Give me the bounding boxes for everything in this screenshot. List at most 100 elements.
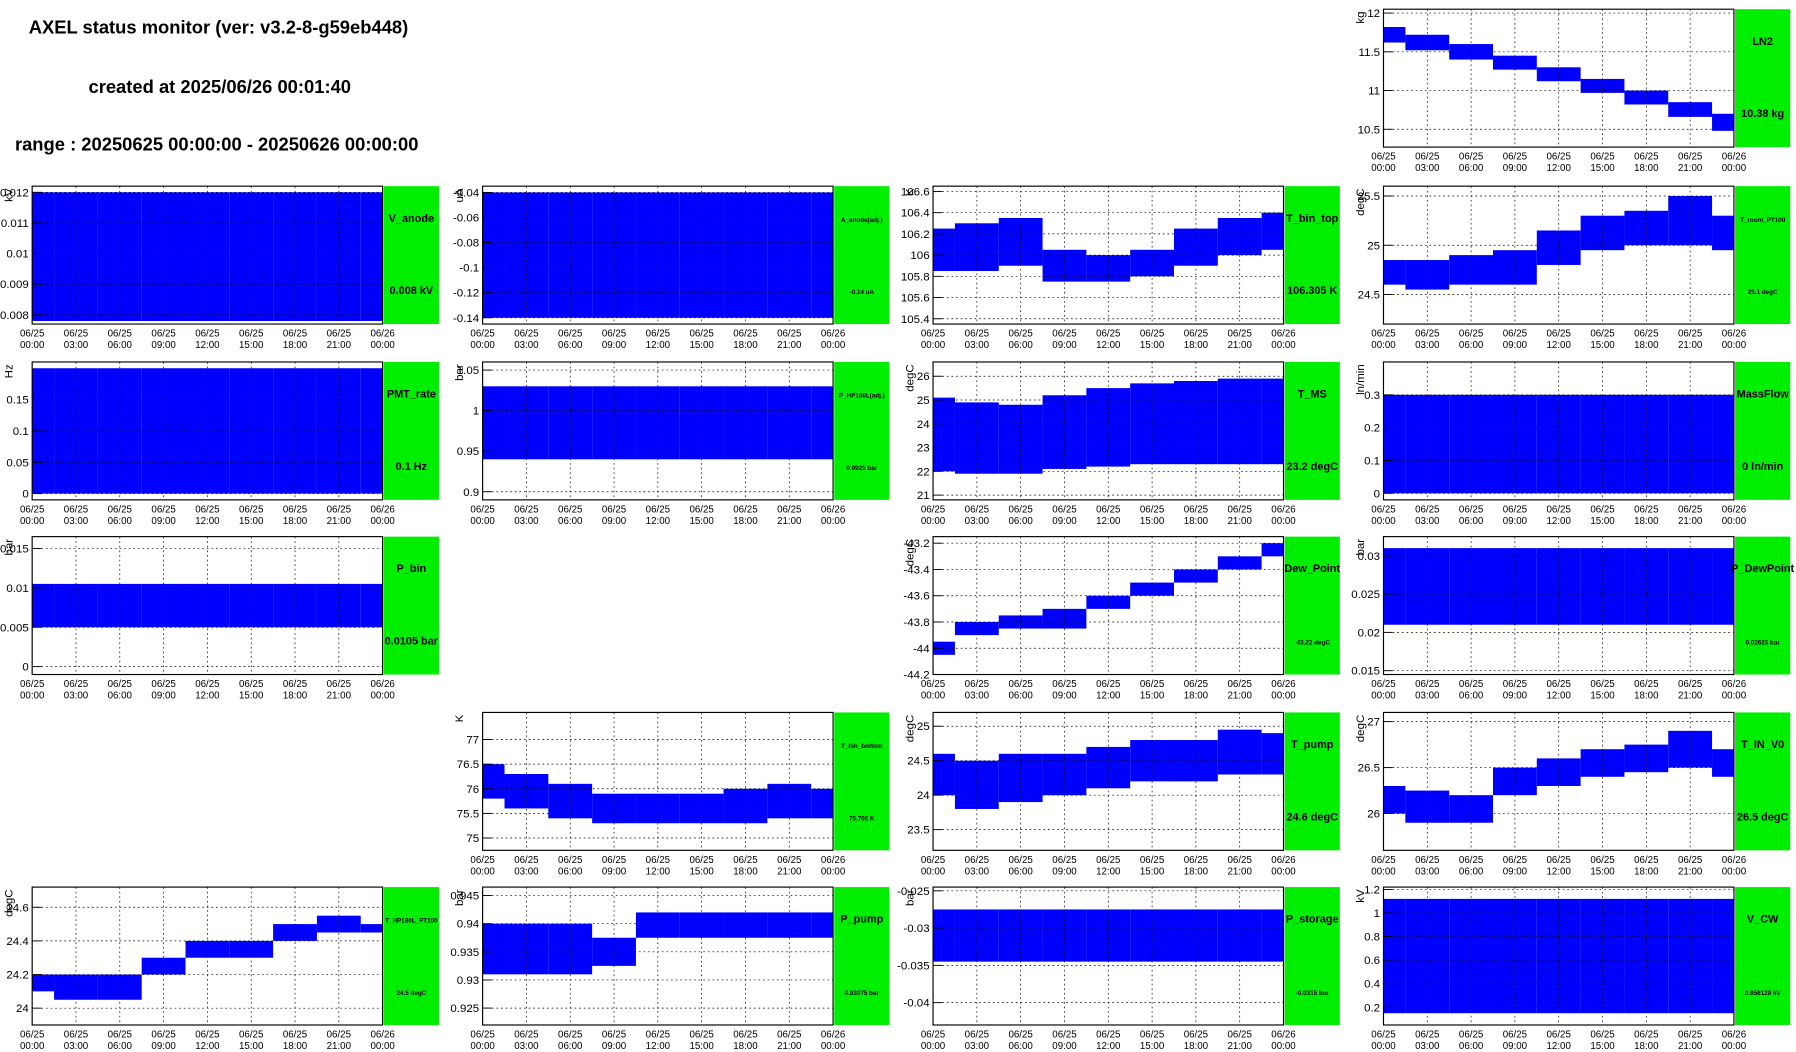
y-tick-label: 76.5: [457, 759, 479, 771]
x-tick-date: 06/25: [20, 504, 45, 515]
x-tick-date: 06/25: [1184, 504, 1209, 515]
x-tick-time: 21:00: [1228, 340, 1253, 351]
x-tick-date: 06/25: [1371, 504, 1396, 515]
x-tick-date: 06/25: [777, 504, 802, 515]
x-tick-date: 06/25: [1052, 1030, 1077, 1041]
x-tick-date: 06/25: [1503, 679, 1528, 690]
data-band: [1217, 909, 1262, 962]
x-tick-date: 06/25: [20, 1030, 45, 1041]
x-tick-date: 06/25: [1547, 855, 1572, 866]
x-tick-date: 06/26: [1722, 152, 1746, 163]
y-tick-label: 1: [473, 406, 479, 418]
x-tick-time: 09:00: [151, 1041, 176, 1052]
x-tick-date: 06/25: [1228, 679, 1253, 690]
plot-border: [1382, 185, 1735, 325]
x-tick-time: 12:00: [195, 691, 220, 702]
x-tick-date: 06/25: [1096, 855, 1121, 866]
x-tick-date: 06/26: [821, 855, 845, 866]
x-tick-date: 06/25: [1503, 1030, 1528, 1041]
x-tick-date: 06/25: [283, 504, 308, 515]
x-tick-time: 21:00: [1678, 691, 1703, 702]
x-tick-time: 06:00: [1008, 516, 1033, 527]
x-tick-date: 06/25: [965, 504, 990, 515]
x-tick-date: 06/25: [558, 329, 583, 340]
data-band: [1261, 543, 1284, 557]
x-tick-date: 06/25: [151, 679, 176, 690]
data-band: [1493, 55, 1537, 70]
x-tick-time: 06:00: [108, 1041, 133, 1052]
plot-border: [31, 886, 384, 1026]
x-tick-time: 15:00: [689, 1041, 714, 1052]
x-tick-time: 18:00: [283, 340, 308, 351]
x-tick-time: 12:00: [1096, 1041, 1121, 1052]
x-tick-time: 12:00: [1096, 340, 1121, 351]
x-tick-date: 06/26: [370, 504, 394, 515]
y-tick-label: 0.3: [1364, 390, 1380, 402]
x-tick-time: 06:00: [1459, 516, 1484, 527]
x-tick-time: 12:00: [1547, 163, 1572, 174]
data-band: [1712, 749, 1734, 777]
x-tick-date: 06/25: [64, 679, 89, 690]
x-tick-date: 06/25: [470, 855, 495, 866]
y-tick-label: -0.14: [453, 313, 480, 325]
data-band: [1712, 548, 1734, 625]
x-tick-time: 12:00: [1096, 866, 1121, 877]
x-tick-time: 15:00: [1590, 866, 1615, 877]
x-tick-date: 06/25: [1228, 329, 1253, 340]
y-tick-label: 0.925: [450, 1003, 479, 1015]
x-tick-time: 00:00: [821, 340, 846, 351]
x-tick-time: 15:00: [1590, 163, 1615, 174]
y-tick-label: 0.008: [0, 310, 29, 322]
status-name: P_pump: [840, 914, 883, 926]
plot-border: [932, 886, 1285, 1026]
x-tick-date: 06/25: [327, 329, 352, 340]
y-tick-label: 76: [466, 784, 479, 796]
x-tick-date: 06/25: [1634, 1030, 1659, 1041]
status-box: [1735, 536, 1791, 675]
status-value: -0.0315 bar: [1296, 990, 1329, 997]
x-tick-date: 06/25: [151, 329, 176, 340]
status-value: 10.38 kg: [1741, 108, 1784, 120]
y-axis-label: K: [905, 188, 917, 196]
plot-border: [932, 711, 1285, 851]
x-tick-time: 06:00: [1008, 340, 1033, 351]
x-tick-time: 18:00: [1634, 516, 1659, 527]
status-name: PMT_rate: [387, 389, 436, 401]
status-value: 0.956129 kV: [1745, 990, 1782, 997]
x-tick-time: 00:00: [20, 1041, 45, 1052]
data-band: [933, 909, 955, 962]
x-tick-date: 06/25: [108, 504, 133, 515]
data-band: [1712, 113, 1734, 131]
data-band: [1580, 78, 1625, 93]
x-tick-date: 06/25: [1503, 329, 1528, 340]
x-tick-time: 09:00: [1052, 691, 1077, 702]
x-tick-time: 09:00: [602, 1041, 627, 1052]
x-tick-time: 00:00: [821, 1041, 846, 1052]
x-tick-date: 06/25: [1184, 679, 1209, 690]
data-band: [1383, 785, 1406, 814]
y-tick-label: -0.03: [903, 923, 929, 935]
x-tick-time: 06:00: [1459, 340, 1484, 351]
y-tick-label: 0.1: [13, 426, 29, 438]
y-tick-label: 0.011: [1, 218, 29, 230]
plot-border: [1382, 536, 1735, 676]
x-tick-date: 06/25: [283, 1030, 308, 1041]
y-tick-label: 106.2: [901, 229, 930, 241]
x-tick-date: 06/25: [1371, 152, 1396, 163]
x-tick-date: 06/26: [1271, 504, 1295, 515]
x-tick-time: 12:00: [1547, 516, 1572, 527]
x-tick-date: 06/25: [1459, 679, 1484, 690]
x-tick-date: 06/25: [195, 679, 220, 690]
x-tick-date: 06/26: [1722, 1030, 1746, 1041]
x-tick-time: 12:00: [1547, 691, 1572, 702]
x-tick-time: 18:00: [283, 516, 308, 527]
x-tick-time: 00:00: [1371, 691, 1396, 702]
x-tick-date: 06/25: [1184, 329, 1209, 340]
data-band: [1086, 909, 1131, 962]
x-tick-time: 00:00: [921, 1041, 946, 1052]
x-tick-date: 06/26: [1271, 1030, 1295, 1041]
y-tick-label: 0.005: [0, 622, 29, 634]
y-tick-label: -44.2: [903, 670, 929, 682]
x-tick-date: 06/25: [921, 679, 946, 690]
